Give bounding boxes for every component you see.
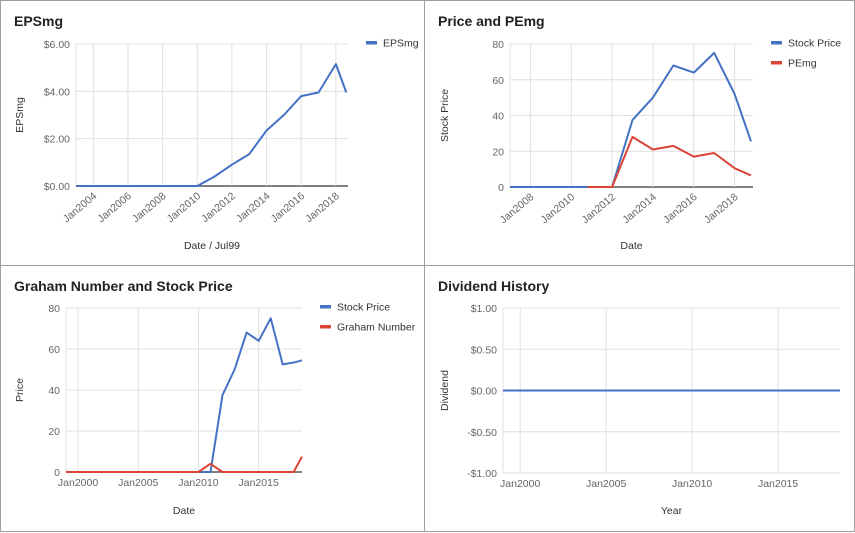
legend-label: Stock Price bbox=[788, 38, 841, 50]
y-axis-title: Dividend bbox=[439, 370, 451, 411]
x-tick-label: Jan2010 bbox=[672, 478, 712, 490]
x-tick-label: Jan2000 bbox=[58, 477, 98, 489]
legend-label: PEmg bbox=[788, 58, 817, 70]
x-tick-label: Jan2014 bbox=[620, 191, 659, 226]
y-tick-label: $0.00 bbox=[471, 386, 497, 398]
y-tick-label: 80 bbox=[492, 39, 504, 51]
x-tick-label: Jan2005 bbox=[586, 478, 626, 490]
x-tick-label: Jan2018 bbox=[702, 191, 741, 226]
x-tick-label: Jan2010 bbox=[165, 190, 204, 225]
series-line-stock-price bbox=[510, 51, 752, 188]
series-line-graham-number bbox=[66, 456, 303, 473]
x-axis-title: Date / Jul99 bbox=[184, 240, 240, 252]
y-tick-label: -$1.00 bbox=[467, 468, 497, 480]
chart-title: Price and PEmg bbox=[438, 13, 545, 29]
y-tick-label: $4.00 bbox=[44, 86, 70, 98]
series-line-epsmg bbox=[76, 63, 348, 187]
graham-chart: 0 20 40 60 80 Jan2000 Jan2005 Jan2010 Jan2015 Dat… bbox=[14, 302, 416, 518]
series-line-stock-price bbox=[66, 317, 303, 473]
y-tick-label: 60 bbox=[492, 75, 504, 87]
x-axis-title: Year bbox=[661, 505, 683, 517]
y-tick-label: 20 bbox=[48, 426, 60, 438]
x-tick-label: Jan2015 bbox=[239, 477, 279, 489]
x-tick-label: Jan2016 bbox=[661, 191, 700, 226]
y-tick-label: 60 bbox=[48, 344, 60, 356]
y-tick-label: $0.50 bbox=[471, 344, 497, 356]
x-tick-label: Jan2005 bbox=[118, 477, 158, 489]
x-tick-label: Jan2008 bbox=[498, 191, 537, 226]
x-axis-title: Date bbox=[173, 505, 195, 517]
legend-swatch bbox=[320, 325, 331, 329]
x-tick-label: Jan2014 bbox=[234, 190, 273, 225]
legend-label: Stock Price bbox=[337, 302, 390, 314]
legend-swatch bbox=[771, 41, 782, 45]
dividend-chart: -$1.00 -$0.50 $0.00 $0.50 $1.00 Jan2000 Jan200… bbox=[439, 303, 840, 517]
x-tick-label: Jan2008 bbox=[130, 190, 169, 225]
x-tick-label: Jan2015 bbox=[758, 478, 798, 490]
legend-label: Graham Number bbox=[337, 322, 416, 334]
x-axis-title: Date bbox=[620, 240, 642, 252]
y-axis-title: Price bbox=[14, 378, 26, 402]
price-pemg-panel: Price and PEmg 0 20 40 60 80 Jan2008 Jan2010 Ja… bbox=[424, 0, 855, 266]
y-tick-label: 40 bbox=[48, 385, 60, 397]
chart-title: Graham Number and Stock Price bbox=[14, 278, 233, 294]
y-axis-title: Stock Price bbox=[439, 89, 451, 142]
x-tick-label: Jan2004 bbox=[61, 190, 100, 225]
y-tick-label: 0 bbox=[498, 182, 504, 194]
y-tick-label: $1.00 bbox=[471, 303, 497, 315]
x-tick-label: Jan2010 bbox=[539, 191, 578, 226]
legend-swatch bbox=[320, 305, 331, 309]
x-tick-label: Jan2010 bbox=[178, 477, 218, 489]
legend-swatch bbox=[366, 41, 377, 45]
y-tick-label: $6.00 bbox=[44, 39, 70, 51]
y-tick-label: 40 bbox=[492, 111, 504, 123]
y-tick-label: 20 bbox=[492, 146, 504, 158]
x-tick-label: Jan2012 bbox=[579, 191, 618, 226]
x-tick-label: Jan2018 bbox=[303, 190, 342, 225]
graham-panel: Graham Number and Stock Price 0 20 40 60 80 J… bbox=[0, 265, 425, 532]
x-tick-label: Jan2016 bbox=[269, 190, 308, 225]
x-tick-label: Jan2000 bbox=[500, 478, 540, 490]
y-tick-label: 80 bbox=[48, 303, 60, 315]
x-tick-label: Jan2012 bbox=[199, 190, 238, 225]
y-axis-title: EPSmg bbox=[14, 97, 26, 133]
dividend-panel: Dividend History -$1.00 -$0.50 $0.00 $0.50 $… bbox=[424, 265, 855, 532]
y-tick-label: $0.00 bbox=[44, 181, 70, 193]
eps-panel: EPSmg $0.00 $2.00 $4.00 $6.00 Jan2004 Jan2006… bbox=[0, 0, 425, 266]
y-tick-label: $2.00 bbox=[44, 134, 70, 146]
legend-swatch bbox=[771, 61, 782, 65]
eps-chart: $0.00 $2.00 $4.00 $6.00 Jan2004Jan2006Jan200… bbox=[14, 38, 419, 253]
series-line-pemg bbox=[587, 135, 752, 188]
y-tick-label: -$0.50 bbox=[467, 427, 497, 439]
y-tick-label: 0 bbox=[54, 467, 60, 479]
x-tick-label: Jan2006 bbox=[95, 190, 134, 225]
legend-label: EPSmg bbox=[383, 38, 419, 50]
chart-title: EPSmg bbox=[14, 13, 64, 29]
chart-title: Dividend History bbox=[438, 278, 550, 294]
